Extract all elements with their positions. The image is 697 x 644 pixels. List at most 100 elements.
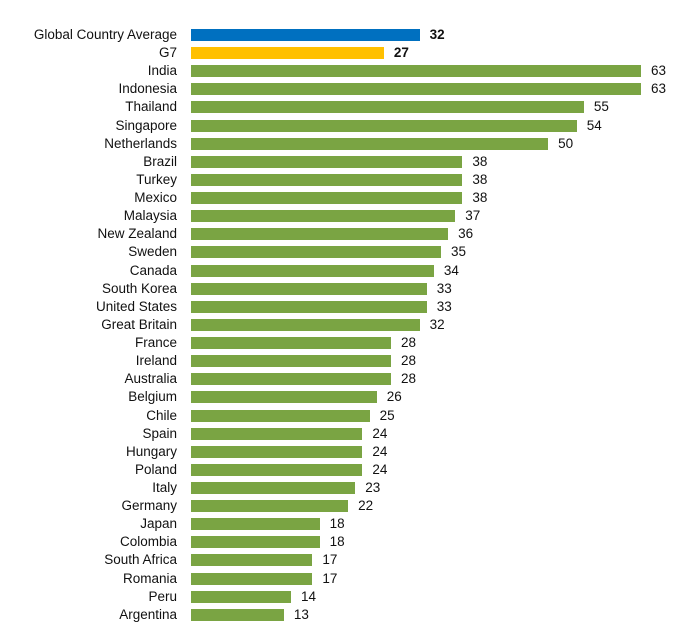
- category-label: Canada: [129, 262, 177, 278]
- bar: [191, 518, 320, 531]
- category-label: Indonesia: [118, 81, 177, 97]
- category-label: Great Britain: [101, 316, 177, 332]
- value-label: 37: [465, 208, 481, 224]
- category-label: Netherlands: [104, 135, 177, 151]
- value-label: 35: [451, 244, 467, 260]
- bar: [191, 463, 363, 476]
- value-label: 38: [472, 153, 488, 169]
- category-label: New Zealand: [97, 226, 177, 242]
- category-label: Argentina: [119, 606, 177, 622]
- category-label: Colombia: [119, 534, 177, 550]
- category-label: France: [134, 335, 177, 351]
- value-label: 27: [393, 45, 409, 61]
- bar: [191, 300, 427, 313]
- category-label: Sweden: [128, 244, 177, 260]
- value-label: 36: [458, 226, 474, 242]
- category-label: Malaysia: [123, 208, 177, 224]
- bar: [191, 264, 434, 277]
- category-label: Italy: [152, 480, 177, 495]
- bar: [191, 210, 456, 223]
- value-label: 38: [472, 190, 488, 206]
- value-label: 34: [443, 262, 459, 278]
- value-label: 55: [593, 99, 609, 115]
- category-label: Brazil: [143, 153, 177, 169]
- value-label: 32: [429, 27, 445, 42]
- category-label: South Korea: [101, 280, 177, 296]
- bar: [191, 228, 449, 241]
- bar: [191, 608, 284, 621]
- category-label: Belgium: [128, 389, 177, 405]
- category-label: Germany: [121, 498, 177, 514]
- value-label: 33: [436, 280, 452, 296]
- category-label: Singapore: [115, 117, 177, 133]
- value-label: 17: [322, 552, 338, 568]
- category-label: Spain: [142, 425, 177, 441]
- value-label: 22: [358, 498, 374, 514]
- value-label: 13: [293, 606, 309, 622]
- bar: [191, 246, 441, 259]
- value-label: 25: [379, 407, 395, 423]
- bar: [191, 65, 641, 78]
- category-label: Mexico: [134, 190, 177, 206]
- category-label: Thailand: [125, 99, 177, 115]
- category-label: Peru: [148, 588, 177, 604]
- value-label: 33: [436, 298, 452, 314]
- value-label: 17: [322, 570, 338, 586]
- bar: [191, 29, 420, 41]
- bar: [191, 391, 377, 404]
- value-label: 18: [329, 516, 345, 532]
- bar: [191, 409, 370, 422]
- bar: [191, 572, 313, 585]
- bar: [191, 83, 641, 96]
- bar: [191, 337, 391, 350]
- bar: [191, 373, 391, 386]
- category-label: India: [147, 63, 177, 79]
- value-label: 14: [301, 588, 317, 604]
- bar: [191, 482, 356, 494]
- value-label: 24: [372, 461, 388, 477]
- value-label: 24: [372, 425, 388, 441]
- category-label: Japan: [140, 516, 177, 532]
- value-label: 28: [401, 335, 417, 351]
- bar: [191, 318, 420, 331]
- bar: [191, 427, 363, 440]
- category-label: Chile: [146, 407, 177, 423]
- category-label: Global Country Average: [33, 27, 177, 42]
- value-label: 50: [558, 135, 574, 151]
- value-label: 32: [429, 316, 445, 332]
- category-label: Poland: [134, 461, 177, 477]
- value-label: 23: [365, 480, 381, 495]
- value-label: 26: [386, 389, 402, 405]
- bar: [191, 590, 291, 603]
- bar: [191, 355, 391, 368]
- bar: [191, 282, 427, 295]
- bar: [191, 536, 320, 549]
- value-label: 63: [651, 63, 667, 79]
- bar: [191, 192, 463, 205]
- bar: [191, 173, 463, 186]
- value-label: 28: [401, 371, 417, 387]
- bar: [191, 47, 384, 60]
- bar: [191, 101, 584, 114]
- bar: [191, 554, 313, 567]
- bar: [191, 445, 363, 458]
- category-label: United States: [95, 298, 177, 314]
- category-label: Hungary: [125, 443, 177, 459]
- category-label: G7: [158, 45, 177, 61]
- bar: [191, 137, 549, 150]
- bar: [191, 119, 577, 132]
- category-label: Australia: [124, 371, 177, 387]
- category-label: Romania: [122, 570, 177, 586]
- value-label: 63: [651, 81, 667, 97]
- value-label: 28: [401, 353, 417, 369]
- category-label: Turkey: [136, 171, 177, 187]
- value-label: 24: [372, 443, 388, 459]
- bar: [191, 155, 463, 168]
- category-label: South Africa: [104, 552, 177, 568]
- value-label: 38: [472, 171, 488, 187]
- bar: [191, 500, 349, 513]
- value-label: 54: [586, 117, 602, 133]
- category-label: Ireland: [135, 353, 177, 369]
- value-label: 18: [329, 534, 345, 550]
